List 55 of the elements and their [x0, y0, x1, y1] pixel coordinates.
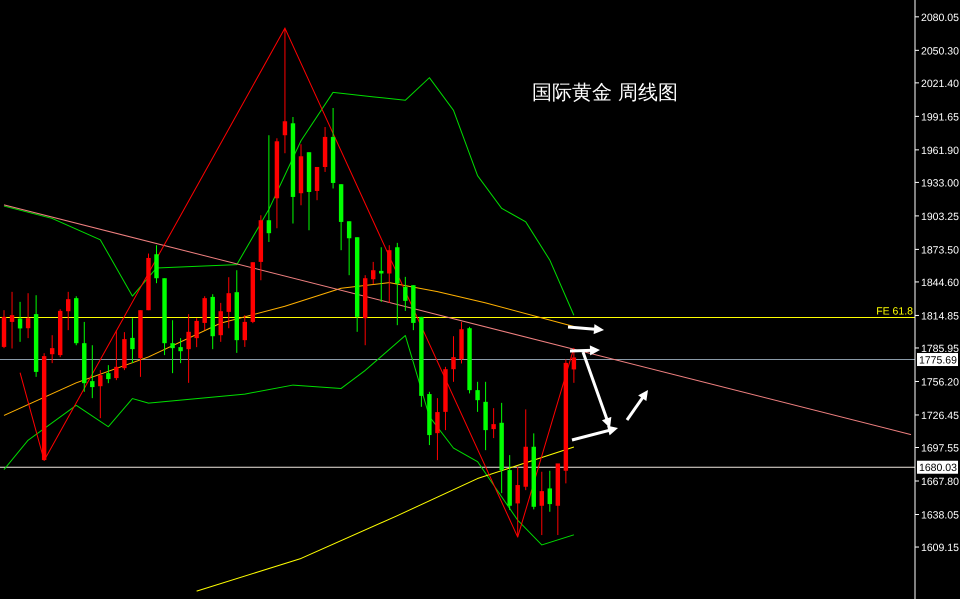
candlestick: [114, 330, 119, 381]
candlestick: [170, 320, 175, 374]
candlestick: [106, 364, 111, 384]
y-tick-label: 1961.90: [921, 144, 960, 157]
candlestick: [266, 134, 272, 242]
candlestick: [540, 471, 544, 536]
candlestick: [66, 291, 70, 331]
candlestick: [435, 398, 440, 461]
candlestick: [218, 302, 223, 342]
y-tick-label: 1814.85: [921, 310, 960, 322]
ref-line-label: 1680.03: [919, 462, 958, 474]
ref-line-label: 1775.69: [919, 354, 958, 367]
line-series: [4, 282, 574, 416]
y-tick-label: 2050.30: [921, 45, 960, 58]
y-tick-label: 1785.95: [921, 342, 960, 355]
candlestick: [26, 292, 30, 339]
candlestick: [90, 344, 95, 399]
candlestick: [154, 244, 159, 284]
candlestick: [403, 276, 408, 312]
candlestick: [346, 220, 352, 276]
y-tick-label: 1873.50: [921, 244, 960, 256]
candlestick: [10, 291, 14, 349]
ref-line-label: FE 61.8: [876, 306, 914, 318]
candlestick: [130, 318, 135, 364]
candlestick: [194, 318, 199, 348]
candlestick: [491, 408, 496, 439]
candlestick: [98, 370, 103, 419]
candlestick: [50, 334, 54, 364]
y-tick-label: 1609.15: [921, 542, 960, 554]
line-series: [4, 335, 574, 546]
y-tick-label: 1667.80: [921, 476, 960, 488]
candlestick: [18, 301, 22, 342]
y-tick-label: 1991.65: [921, 111, 960, 124]
candlestick: [387, 244, 392, 304]
candlestick: [186, 314, 191, 384]
candlestick: [475, 381, 480, 412]
y-tick-label: 1933.00: [921, 177, 960, 190]
candlestick: [548, 470, 552, 512]
candlestick: [314, 166, 320, 201]
y-tick-label: 1726.45: [921, 410, 960, 422]
y-tick-label: 2021.40: [921, 78, 960, 90]
y-tick-label: 1697.55: [921, 442, 960, 455]
text: 国际黄金 周线图: [532, 80, 678, 104]
candlestick: [451, 336, 456, 382]
candlestick: [371, 261, 376, 285]
candlestick: [242, 314, 248, 348]
y-tick-label: 1844.60: [921, 276, 960, 289]
y-tick-label: 1638.05: [921, 510, 960, 522]
candlestick: [379, 246, 384, 302]
candlestick: [226, 276, 231, 329]
y-tick-label: 1903.25: [921, 210, 960, 223]
y-tick-label: 1756.20: [921, 376, 960, 388]
y-tick-label: 2080.05: [921, 12, 960, 24]
candlestick: [178, 338, 183, 364]
line-series: [196, 446, 574, 592]
